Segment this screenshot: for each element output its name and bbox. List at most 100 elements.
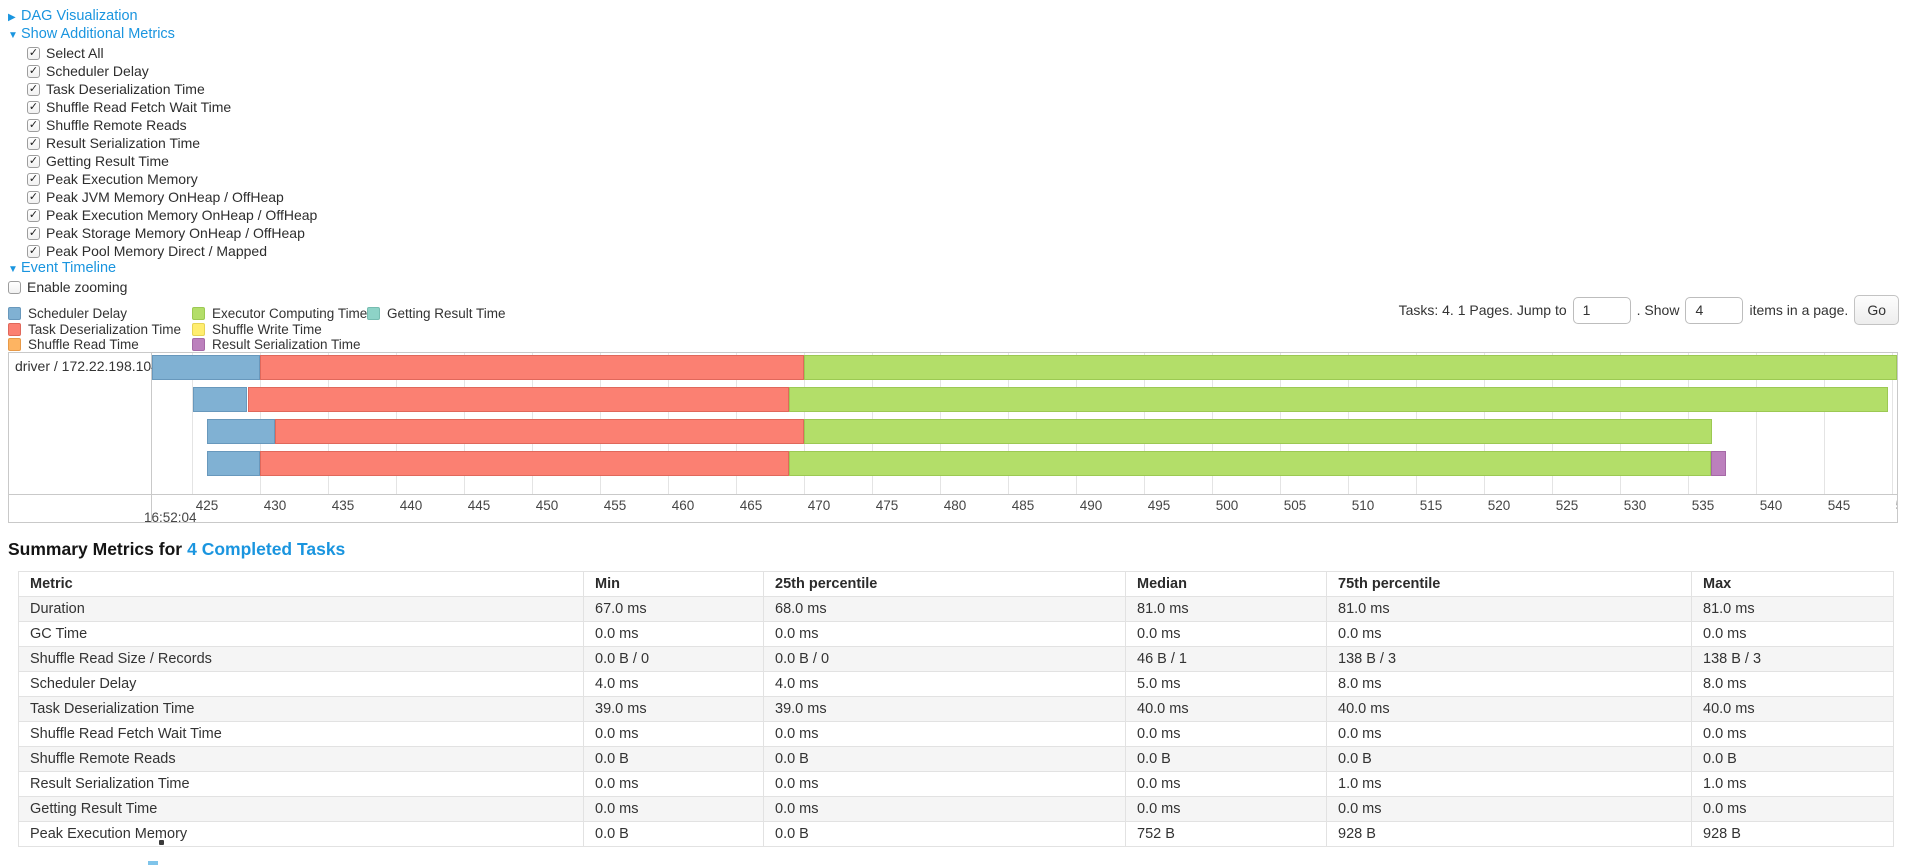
task-bar-segment-result-serialization[interactable] [1710, 451, 1726, 476]
legend-label: Executor Computing Time [212, 306, 368, 322]
metric-checkbox-row[interactable]: ✓ Peak Storage Memory OnHeap / OffHeap [27, 224, 317, 242]
jump-to-page-input[interactable] [1572, 296, 1631, 324]
task-bar-segment-scheduler-delay[interactable] [152, 355, 260, 380]
metric-checkbox[interactable]: ✓ [27, 154, 40, 168]
summary-table-wrap: Metric Min 25th percentile Median 75th perce… [18, 571, 1894, 847]
summary-column-header: Max [1691, 571, 1894, 597]
legend-column: Executor Computing Time Shuffle Write Tim… [192, 306, 367, 353]
metric-value-cell: 0.0 B [583, 746, 764, 772]
task-bar-segment-scheduler-delay[interactable] [193, 387, 248, 412]
metric-checkbox-row[interactable]: ✓ Getting Result Time [27, 152, 317, 170]
axis-tick-label: 515 [1419, 498, 1443, 513]
completed-tasks-link[interactable]: 4 Completed Tasks [187, 539, 346, 559]
metric-checkbox-row[interactable]: ✓ Peak JVM Memory OnHeap / OffHeap [27, 188, 317, 206]
metric-checkbox[interactable]: ✓ [27, 172, 40, 186]
metric-checkbox-label: Getting Result Time [46, 153, 169, 169]
axis-tick-label: 5 [1896, 498, 1897, 513]
metric-value-cell: 40.0 ms [1691, 696, 1894, 722]
metric-checkbox[interactable]: ✓ [27, 208, 40, 222]
metric-value-cell: 46 B / 1 [1125, 646, 1327, 672]
go-button[interactable]: Go [1854, 295, 1899, 325]
metric-checkbox[interactable]: ✓ [27, 190, 40, 204]
metric-value-cell: 0.0 ms [763, 796, 1126, 822]
metric-checkbox-row[interactable]: ✓ Peak Pool Memory Direct / Mapped [27, 242, 317, 260]
enable-zooming-row[interactable]: Enable zooming [8, 278, 127, 296]
metric-value-cell: 8.0 ms [1326, 671, 1692, 697]
metric-name-cell: Shuffle Read Size / Records [18, 646, 584, 672]
axis-tick-label: 530 [1623, 498, 1647, 513]
metric-checkbox-label: Peak JVM Memory OnHeap / OffHeap [46, 189, 284, 205]
legend-item: Shuffle Write Time [192, 322, 367, 338]
task-bar-segment-task-deserialization[interactable] [259, 451, 789, 476]
metric-checkbox-row[interactable]: ✓ Select All [27, 44, 317, 62]
metric-value-cell: 928 B [1691, 821, 1894, 847]
metric-checkbox-row[interactable]: ✓ Shuffle Remote Reads [27, 116, 317, 134]
executor-label-column: driver / 172.22.198.104 [9, 353, 159, 522]
task-deserialization-swatch-icon [8, 322, 21, 336]
metric-checkbox[interactable]: ✓ [27, 100, 40, 114]
axis-tick-label: 490 [1079, 498, 1103, 513]
metric-value-cell: 39.0 ms [583, 696, 764, 722]
task-bar-segment-executor-computing[interactable] [803, 419, 1713, 444]
metric-checkbox-row[interactable]: ✓ Scheduler Delay [27, 62, 317, 80]
axis-tick-label: 440 [399, 498, 423, 513]
metric-value-cell: 0.0 B [1125, 746, 1327, 772]
task-bar-segment-task-deserialization[interactable] [274, 419, 804, 444]
metric-value-cell: 0.0 ms [583, 721, 764, 747]
metric-checkbox-label: Peak Execution Memory [46, 171, 198, 187]
task-bar-segment-scheduler-delay[interactable] [206, 419, 275, 444]
summary-table: Metric Min 25th percentile Median 75th perce… [18, 571, 1894, 847]
pagination-suffix: items in a page. [1749, 302, 1849, 318]
metric-checkbox-label: Result Serialization Time [46, 135, 201, 151]
metric-checkbox[interactable]: ✓ [27, 118, 40, 132]
metric-checkbox-label: Select All [46, 45, 104, 61]
metric-checkbox-label: Shuffle Read Fetch Wait Time [46, 99, 232, 115]
metric-value-cell: 0.0 ms [1691, 621, 1894, 647]
dag-visualization-toggle[interactable]: ▶ DAG Visualization [8, 7, 138, 27]
shuffle-read-swatch-icon [8, 338, 21, 352]
enable-zooming-checkbox[interactable] [8, 280, 21, 294]
show-additional-metrics-toggle[interactable]: ▼ Show Additional Metrics [8, 25, 175, 45]
task-bar-segment-task-deserialization[interactable] [259, 355, 804, 380]
metric-checkbox-row[interactable]: ✓ Task Deserialization Time [27, 80, 317, 98]
task-bar-segment-task-deserialization[interactable] [247, 387, 789, 412]
axis-tick-label: 455 [603, 498, 627, 513]
metric-value-cell: 0.0 ms [763, 771, 1126, 797]
task-bar-segment-scheduler-delay[interactable] [206, 451, 260, 476]
metric-checkbox[interactable]: ✓ [27, 244, 40, 258]
legend-item: Executor Computing Time [192, 306, 367, 322]
metric-checkbox[interactable]: ✓ [27, 226, 40, 240]
metric-checkbox-row[interactable]: ✓ Peak Execution Memory [27, 170, 317, 188]
metric-checkbox-row[interactable]: ✓ Peak Execution Memory OnHeap / OffHeap [27, 206, 317, 224]
metric-checkbox[interactable]: ✓ [27, 46, 40, 60]
legend-item: Task Deserialization Time [8, 322, 181, 338]
metric-checkbox[interactable]: ✓ [27, 64, 40, 78]
axis-gridline [1823, 353, 1825, 494]
legend-column: Getting Result Time [367, 306, 506, 322]
expanded-arrow-icon: ▼ [8, 30, 18, 41]
metric-checkbox[interactable]: ✓ [27, 82, 40, 96]
metric-checkbox-row[interactable]: ✓ Shuffle Read Fetch Wait Time [27, 98, 317, 116]
task-pagination: Tasks: 4. 1 Pages. Jump to . Show items … [1399, 295, 1899, 325]
metric-value-cell: 1.0 ms [1326, 771, 1692, 797]
axis-gridline [191, 353, 193, 494]
table-row: Result Serialization Time 0.0 ms 0.0 ms 0.0… [18, 771, 1894, 797]
task-bar-segment-executor-computing[interactable] [803, 355, 1897, 380]
metric-value-cell: 0.0 B / 0 [583, 646, 764, 672]
metric-checkbox-row[interactable]: ✓ Result Serialization Time [27, 134, 317, 152]
metric-value-cell: 0.0 ms [583, 796, 764, 822]
axis-tick-label: 465 [739, 498, 763, 513]
metric-checkbox[interactable]: ✓ [27, 136, 40, 150]
items-per-page-input[interactable] [1685, 296, 1744, 324]
metric-name-cell: Shuffle Remote Reads [18, 746, 584, 772]
dag-visualization-label: DAG Visualization [21, 8, 138, 24]
metric-value-cell: 0.0 B [1691, 746, 1894, 772]
metric-value-cell: 67.0 ms [583, 596, 764, 622]
task-bar-segment-executor-computing[interactable] [788, 387, 1888, 412]
clipped-next-section-sliver [148, 861, 158, 865]
metric-name-cell: Scheduler Delay [18, 671, 584, 697]
event-timeline-label: Event Timeline [21, 260, 117, 276]
task-bar-segment-executor-computing[interactable] [788, 451, 1711, 476]
event-timeline-toggle[interactable]: ▼ Event Timeline [8, 259, 116, 279]
metric-value-cell: 928 B [1326, 821, 1692, 847]
